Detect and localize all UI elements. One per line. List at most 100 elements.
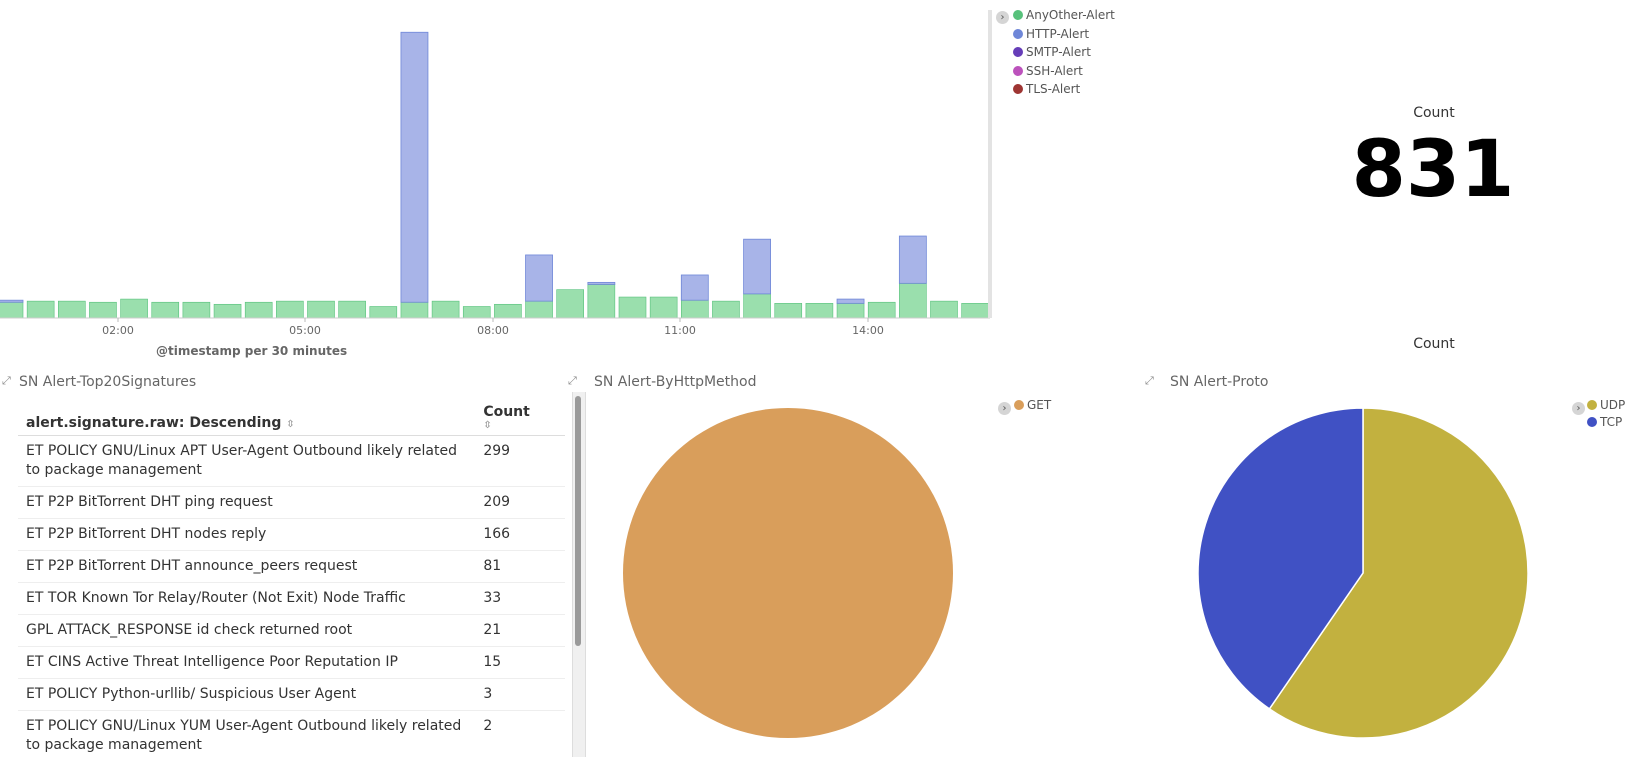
table-row[interactable]: ET CINS Active Threat Intelligence Poor … <box>18 646 565 679</box>
bar-anyother-alert[interactable] <box>431 300 460 319</box>
sort-icon[interactable]: ⇳ <box>483 420 492 431</box>
legend-item-tcp[interactable]: TCP <box>1587 415 1622 429</box>
bar-http-alert[interactable] <box>743 238 771 295</box>
bar-anyother-alert[interactable] <box>307 300 335 319</box>
bar-anyother-alert[interactable] <box>244 301 273 319</box>
bar-anyother-alert[interactable] <box>57 300 86 319</box>
signature-cell[interactable]: ET POLICY Python-urllib/ Suspicious User… <box>18 678 476 711</box>
alerts-histogram-chart: 02:00 05:00 08:00 11:00 14:00 <box>0 10 992 337</box>
expand-icon[interactable]: ⤢ <box>2 374 11 387</box>
legend-label: SSH-Alert <box>1026 63 1083 78</box>
bar-anyother-alert[interactable] <box>525 300 553 319</box>
table-scrollbar-thumb[interactable] <box>575 396 581 646</box>
bar-anyother-alert[interactable] <box>712 300 740 319</box>
bar-anyother-alert[interactable] <box>587 284 616 319</box>
table-scrollbar[interactable] <box>572 392 586 757</box>
bar-anyother-alert[interactable] <box>462 306 491 319</box>
bar-anyother-alert[interactable] <box>867 301 896 319</box>
bar-anyother-alert[interactable] <box>774 303 803 319</box>
table-row[interactable]: ET POLICY Python-urllib/ Suspicious User… <box>18 678 565 711</box>
pie-slice-tcp[interactable] <box>1197 407 1364 710</box>
expand-icon[interactable]: ⤢ <box>1145 374 1154 387</box>
x-tick-label: 08:00 <box>477 324 509 337</box>
metric-value: 831 <box>1351 125 1515 215</box>
signature-cell[interactable]: ET CINS Active Threat Intelligence Poor … <box>18 646 476 679</box>
signature-cell[interactable]: ET P2P BitTorrent DHT nodes reply <box>18 518 476 551</box>
signature-cell[interactable]: ET POLICY GNU/Linux APT User-Agent Outbo… <box>18 435 476 487</box>
bar-http-alert[interactable] <box>836 298 865 304</box>
bar-anyother-alert[interactable] <box>805 303 834 319</box>
count-cell: 209 <box>475 486 565 519</box>
bar-anyother-alert[interactable] <box>182 301 211 319</box>
table-row[interactable]: ET TOR Known Tor Relay/Router (Not Exit)… <box>18 582 565 615</box>
proto-pie-chart <box>1197 407 1529 739</box>
signature-cell[interactable]: ET P2P BitTorrent DHT announce_peers req… <box>18 550 476 583</box>
bar-http-alert[interactable] <box>525 254 553 302</box>
bar-anyother-alert[interactable] <box>743 293 771 319</box>
sort-icon[interactable]: ⇳ <box>286 419 295 430</box>
legend-item-ssh-alert[interactable]: SSH-Alert <box>1013 64 1083 78</box>
legend-item-tls-alert[interactable]: TLS-Alert <box>1013 82 1080 96</box>
bar-anyother-alert[interactable] <box>0 301 24 319</box>
signature-cell[interactable]: ET POLICY GNU/Linux YUM User-Agent Outbo… <box>18 710 476 757</box>
legend-toggle-icon[interactable]: › <box>998 402 1011 415</box>
chart-divider <box>988 10 992 318</box>
bar-anyother-alert[interactable] <box>338 300 366 319</box>
signature-cell[interactable]: ET P2P BitTorrent DHT ping request <box>18 486 476 519</box>
bar-anyother-alert[interactable] <box>899 283 927 319</box>
bar-anyother-alert[interactable] <box>369 306 398 319</box>
legend-item-anyother-alert[interactable]: AnyOther-Alert <box>1013 8 1115 22</box>
table-row[interactable]: ET P2P BitTorrent DHT nodes reply 166 <box>18 518 565 551</box>
table-row[interactable]: ET P2P BitTorrent DHT announce_peers req… <box>18 550 565 583</box>
bar-anyother-alert[interactable] <box>930 300 958 319</box>
bar-http-alert[interactable] <box>680 274 709 301</box>
bar-anyother-alert[interactable] <box>400 301 429 319</box>
legend-dot-icon <box>1014 400 1024 410</box>
expand-icon[interactable]: ⤢ <box>568 374 577 387</box>
bar-anyother-alert[interactable] <box>680 299 709 319</box>
legend-item-http-alert[interactable]: HTTP-Alert <box>1013 27 1089 41</box>
panel-title-http-method: SN Alert-ByHttpMethod <box>594 374 757 390</box>
bar-anyother-alert[interactable] <box>618 296 647 319</box>
x-tick-label: 05:00 <box>289 324 321 337</box>
column-header-signature-label: alert.signature.raw: Descending <box>26 415 282 431</box>
signature-cell[interactable]: ET TOR Known Tor Relay/Router (Not Exit)… <box>18 582 476 615</box>
signatures-table-container: alert.signature.raw: Descending ⇳ Count … <box>18 400 565 757</box>
column-header-count-label: Count <box>483 404 530 420</box>
panel-title-proto: SN Alert-Proto <box>1170 374 1269 390</box>
bar-anyother-alert[interactable] <box>556 289 585 319</box>
column-header-signature[interactable]: alert.signature.raw: Descending ⇳ <box>18 400 476 436</box>
bar-anyother-alert[interactable] <box>961 303 989 319</box>
bar-anyother-alert[interactable] <box>276 300 304 319</box>
bar-anyother-alert[interactable] <box>836 303 865 319</box>
bar-http-alert[interactable] <box>587 281 616 285</box>
table-row[interactable]: ET POLICY GNU/Linux YUM User-Agent Outbo… <box>18 710 565 757</box>
pie-slice-udp[interactable] <box>1268 407 1529 739</box>
legend-item-udp[interactable]: UDP <box>1587 398 1625 412</box>
legend-toggle-icon[interactable]: › <box>996 11 1009 24</box>
bar-anyother-alert[interactable] <box>494 303 522 319</box>
x-tick-label: 14:00 <box>852 324 884 337</box>
bar-anyother-alert[interactable] <box>151 301 180 319</box>
x-tick-label: 11:00 <box>664 324 696 337</box>
bar-http-alert[interactable] <box>400 31 429 303</box>
bar-anyother-alert[interactable] <box>26 300 55 319</box>
legend-toggle-icon[interactable]: › <box>1572 402 1585 415</box>
legend-label: GET <box>1027 398 1052 412</box>
table-row[interactable]: GPL ATTACK_RESPONSE id check returned ro… <box>18 614 565 647</box>
bar-anyother-alert[interactable] <box>649 296 678 319</box>
table-row[interactable]: ET P2P BitTorrent DHT ping request 209 <box>18 486 565 519</box>
bar-anyother-alert[interactable] <box>89 301 117 319</box>
legend-dot-icon <box>1013 10 1023 20</box>
bar-http-alert[interactable] <box>0 299 24 303</box>
legend-item-get[interactable]: GET <box>1014 398 1051 412</box>
table-row[interactable]: ET POLICY GNU/Linux APT User-Agent Outbo… <box>18 435 565 487</box>
legend-item-smtp-alert[interactable]: SMTP-Alert <box>1013 45 1091 59</box>
pie-slice-get[interactable] <box>623 408 953 738</box>
bar-anyother-alert[interactable] <box>120 298 148 319</box>
bar-anyother-alert[interactable] <box>213 303 242 319</box>
column-header-count[interactable]: Count ⇳ <box>475 400 565 436</box>
bar-http-alert[interactable] <box>898 235 927 284</box>
signature-cell[interactable]: GPL ATTACK_RESPONSE id check returned ro… <box>18 614 476 647</box>
count-cell: 33 <box>475 582 565 615</box>
